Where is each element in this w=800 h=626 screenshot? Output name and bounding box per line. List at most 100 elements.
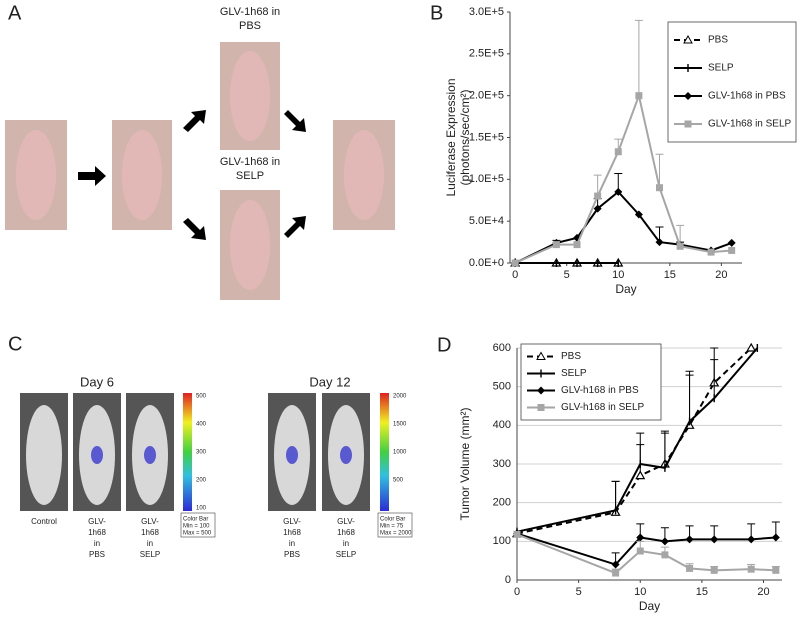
error-bar bbox=[660, 430, 669, 468]
error-bar bbox=[655, 153, 664, 188]
x-tick-label: 10 bbox=[634, 586, 646, 598]
series-line bbox=[516, 533, 776, 575]
marker bbox=[614, 148, 622, 156]
marker bbox=[747, 535, 756, 544]
day-title: Day 12 bbox=[309, 374, 350, 389]
marker bbox=[728, 246, 736, 254]
colorbar-note: Color Bar bbox=[380, 517, 405, 523]
legend-marker bbox=[683, 34, 693, 44]
photos-a bbox=[5, 42, 395, 300]
y-tick-label: 3.0E+5 bbox=[469, 6, 504, 18]
signal bbox=[91, 446, 103, 464]
error-bar bbox=[611, 480, 620, 511]
colorbar-note: Max = 500 bbox=[183, 531, 212, 537]
colorbar-note: Color Bar bbox=[183, 517, 208, 523]
y-tick-label: 100 bbox=[493, 535, 511, 547]
y-tick-label: 0.0E+0 bbox=[469, 257, 504, 269]
marker bbox=[686, 564, 694, 572]
error-bar bbox=[634, 19, 643, 96]
caption: GLV-1h68 in bbox=[220, 6, 280, 18]
x-tick-label: 20 bbox=[715, 269, 727, 281]
colorbar-tick: 100 bbox=[196, 506, 207, 512]
legend-label: GLV-1h68 in PBS bbox=[708, 91, 786, 102]
panel-c: Day 6 Control GLV- 1h68 in PBS GLV- 1h68 in SELP 5… bbox=[20, 374, 413, 559]
y-tick-label: 1.5E+5 bbox=[469, 131, 504, 143]
colorbar-tick: 300 bbox=[196, 450, 207, 456]
colorbar-tick: 1000 bbox=[393, 450, 407, 456]
colorbar bbox=[183, 393, 192, 511]
photo-caption: SELP bbox=[336, 550, 356, 559]
legend-label: SELP bbox=[561, 368, 587, 379]
y-axis-label: Tumor Volume (mm²) bbox=[458, 408, 472, 521]
marker bbox=[636, 533, 645, 542]
photo-caption: PBS bbox=[284, 550, 300, 559]
marker bbox=[661, 551, 669, 559]
marker bbox=[635, 92, 643, 100]
photo-caption: 1h68 bbox=[337, 528, 355, 537]
colorbar-note-box bbox=[180, 512, 216, 538]
series-line bbox=[514, 92, 732, 264]
caption: GLV-1h68 in bbox=[220, 156, 280, 168]
x-tick-label: 15 bbox=[664, 269, 676, 281]
y-tick-label: 2.5E+5 bbox=[469, 48, 504, 60]
signal bbox=[286, 446, 298, 464]
colorbar-note: Min = 75 bbox=[380, 524, 404, 530]
legend-symbol bbox=[684, 120, 692, 128]
x-tick-label: 0 bbox=[512, 269, 518, 281]
legend-marker bbox=[537, 386, 545, 395]
marker bbox=[614, 187, 623, 196]
marker bbox=[594, 192, 602, 200]
marker bbox=[747, 565, 755, 573]
photo-caption: in bbox=[343, 539, 349, 548]
x-tick-label: 0 bbox=[514, 586, 520, 598]
marker bbox=[634, 210, 643, 219]
colorbar-note-box bbox=[377, 512, 413, 538]
charts: B 0.0E+0 5.0E+4 1.0E+5 1.5E+5 2.0E+5 2.5E+5 3.0… bbox=[430, 2, 797, 613]
marker bbox=[552, 241, 560, 249]
legend-label: GLV-h168 in SELP bbox=[561, 402, 645, 413]
y-tick-label: 1.0E+5 bbox=[469, 173, 504, 185]
panel-label: C bbox=[8, 333, 22, 355]
legend-symbol bbox=[537, 386, 545, 395]
signal bbox=[340, 446, 352, 464]
error-bar bbox=[710, 359, 719, 399]
legend-marker bbox=[684, 120, 692, 128]
marker bbox=[513, 530, 521, 538]
y-tick-label: 200 bbox=[493, 497, 511, 509]
legend-symbol bbox=[684, 92, 692, 100]
photo-caption: PBS bbox=[89, 550, 105, 559]
colorbar-note: Max = 2000 bbox=[380, 531, 412, 537]
y-tick-label: 0 bbox=[505, 574, 511, 586]
y-tick-label: 5.0E+4 bbox=[469, 215, 504, 227]
marker bbox=[771, 533, 780, 542]
x-tick-label: 5 bbox=[564, 269, 570, 281]
legend-label: GLV-1h68 in SELP bbox=[708, 119, 792, 130]
marker bbox=[660, 537, 669, 546]
colorbar-tick: 1500 bbox=[393, 422, 407, 428]
series-line bbox=[516, 532, 776, 566]
photo-caption: 1h68 bbox=[88, 528, 106, 537]
photo-caption: 1h68 bbox=[283, 528, 301, 537]
photo-caption: 1h68 bbox=[141, 528, 159, 537]
marker bbox=[612, 569, 620, 577]
photo-caption: GLV- bbox=[88, 517, 106, 526]
legend-label: SELP bbox=[708, 63, 734, 74]
legend-symbol bbox=[537, 404, 545, 411]
colorbar-tick: 2000 bbox=[393, 394, 407, 400]
day-title: Day 6 bbox=[80, 374, 114, 389]
x-tick-label: 20 bbox=[757, 586, 769, 598]
marker bbox=[635, 470, 646, 480]
legend-symbol bbox=[536, 351, 546, 360]
legend-marker bbox=[536, 351, 546, 360]
colorbar-tick: 500 bbox=[196, 394, 207, 400]
x-tick-label: 10 bbox=[612, 269, 624, 281]
legend-label: PBS bbox=[708, 35, 728, 46]
x-tick-label: 15 bbox=[696, 586, 708, 598]
error-bar bbox=[636, 432, 645, 464]
legend-label: GLV-h168 in PBS bbox=[561, 385, 639, 396]
y-axis-label: Luciferase Expression bbox=[444, 78, 458, 196]
photo-caption: in bbox=[289, 539, 295, 548]
marker bbox=[710, 566, 718, 574]
legend-marker bbox=[537, 404, 545, 411]
